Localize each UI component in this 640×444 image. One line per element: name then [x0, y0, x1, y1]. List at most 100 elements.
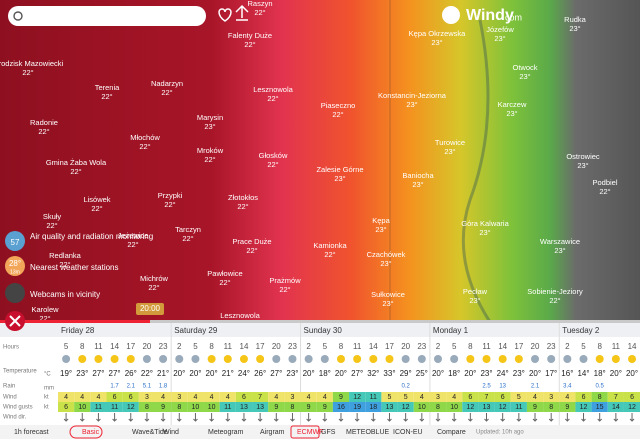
- tab[interactable]: Wave&Tide: [132, 429, 168, 436]
- station-button[interactable]: [5, 256, 25, 276]
- tab[interactable]: Basic: [82, 429, 100, 436]
- weather-icon: [288, 355, 297, 363]
- air-label[interactable]: Air quality and radiation monitoring: [30, 232, 153, 241]
- wind-arrow: [338, 413, 344, 422]
- wind: 7: [258, 394, 262, 401]
- rain: 13: [499, 384, 506, 390]
- tab[interactable]: Airgram: [260, 429, 285, 436]
- weather-icon: [401, 355, 410, 363]
- hour: 17: [256, 342, 265, 351]
- gust: 12: [580, 404, 588, 411]
- time-badge[interactable]: [136, 303, 164, 315]
- wind: 4: [161, 394, 165, 401]
- model[interactable]: ECMWF: [297, 429, 323, 436]
- place-name: Baniocha: [402, 171, 434, 180]
- gust-cell: [526, 402, 544, 412]
- map[interactable]: [0, 0, 640, 322]
- logo-icon: [442, 6, 460, 24]
- gust: 13: [483, 404, 491, 411]
- footer-bar: [0, 425, 640, 439]
- gust-cell: [559, 402, 576, 412]
- wind: 4: [226, 394, 230, 401]
- gust: 14: [612, 404, 620, 411]
- temp: 24°: [497, 369, 509, 378]
- hour: 5: [193, 342, 198, 351]
- wind: 5: [517, 394, 521, 401]
- wind: 3: [436, 394, 440, 401]
- wind-arrow: [387, 413, 392, 422]
- temp: 25°: [416, 369, 428, 378]
- place-name: Pecław: [463, 287, 488, 296]
- row-label: kt: [44, 395, 49, 401]
- hour: 2: [436, 342, 441, 351]
- gust-cell: [397, 402, 414, 412]
- wind-cell: [462, 392, 479, 402]
- river: [461, 19, 492, 323]
- place-name: Głosków: [259, 151, 288, 160]
- place-name: Grodzisk Mazowiecki: [0, 59, 64, 68]
- wind-cell: [235, 392, 253, 402]
- model[interactable]: GFS: [321, 429, 336, 436]
- gust-cell: [106, 402, 123, 412]
- tab[interactable]: Wind: [163, 429, 179, 436]
- gust: 12: [499, 404, 507, 411]
- gust: 10: [78, 404, 86, 411]
- wind-arrow: [144, 413, 150, 422]
- compare[interactable]: Compare: [437, 429, 466, 436]
- weather-icon: [272, 355, 281, 363]
- gust: 10: [208, 404, 216, 411]
- place-name: Redlanka: [49, 251, 82, 260]
- place-name: Kępa: [372, 216, 390, 225]
- wind-arrow: [290, 413, 295, 422]
- hour: 23: [417, 342, 426, 351]
- gust-cell: [478, 402, 495, 412]
- place-name: Karolew: [31, 305, 59, 314]
- wind-arrow: [257, 413, 263, 422]
- place-name: Czachówek: [367, 250, 406, 259]
- place-temp: 23°: [412, 180, 423, 189]
- wind-cell: [203, 392, 220, 402]
- row-label: Temperature: [3, 369, 37, 375]
- wind-arrow: [63, 413, 69, 422]
- gust: 12: [628, 404, 636, 411]
- temp: 20°: [335, 369, 347, 378]
- wind-cell: [316, 392, 333, 402]
- search-box[interactable]: [8, 6, 206, 26]
- place-temp: 22°: [161, 88, 172, 97]
- weather-icon: [595, 355, 604, 363]
- place-name: Nadarzyn: [151, 79, 183, 88]
- forecast-1h[interactable]: 1h forecast: [14, 429, 49, 436]
- gust: 12: [127, 404, 135, 411]
- row-label: Wind dir.: [3, 415, 27, 421]
- gust-cell: [462, 402, 479, 412]
- place-temp: 22°: [324, 250, 335, 259]
- tab[interactable]: Meteogram: [208, 429, 244, 436]
- timeline-bar[interactable]: [0, 320, 640, 323]
- gust: 8: [549, 404, 553, 411]
- temp: 20°: [432, 369, 444, 378]
- wind: 4: [307, 394, 311, 401]
- webcam-button[interactable]: [5, 283, 25, 303]
- air-quality-button[interactable]: [5, 231, 25, 251]
- wind-arrow: [96, 413, 101, 422]
- place-name: Falenty Duże: [228, 31, 272, 40]
- favorite-icon[interactable]: [218, 8, 232, 22]
- webcam-label[interactable]: Webcams in vicinity: [30, 290, 100, 299]
- weather-icon: [94, 355, 103, 363]
- model[interactable]: METEOBLUE: [346, 429, 390, 436]
- temp: 24°: [238, 369, 250, 378]
- wind-cell: [268, 392, 285, 402]
- place-name: Kępa Okrzewska: [409, 29, 467, 38]
- wind-arrow: [629, 413, 635, 422]
- gust-cell: [623, 402, 640, 412]
- wind-arrow: [484, 413, 489, 422]
- weather-icon: [547, 355, 556, 363]
- share-icon[interactable]: [235, 4, 249, 21]
- place-name: Raszyn: [247, 0, 272, 8]
- wind: 4: [274, 394, 278, 401]
- model[interactable]: ICON-EU: [393, 429, 423, 436]
- place-name: Rudka: [564, 15, 587, 24]
- station-label[interactable]: Nearest weather stations: [30, 263, 119, 272]
- wind: 6: [113, 394, 117, 401]
